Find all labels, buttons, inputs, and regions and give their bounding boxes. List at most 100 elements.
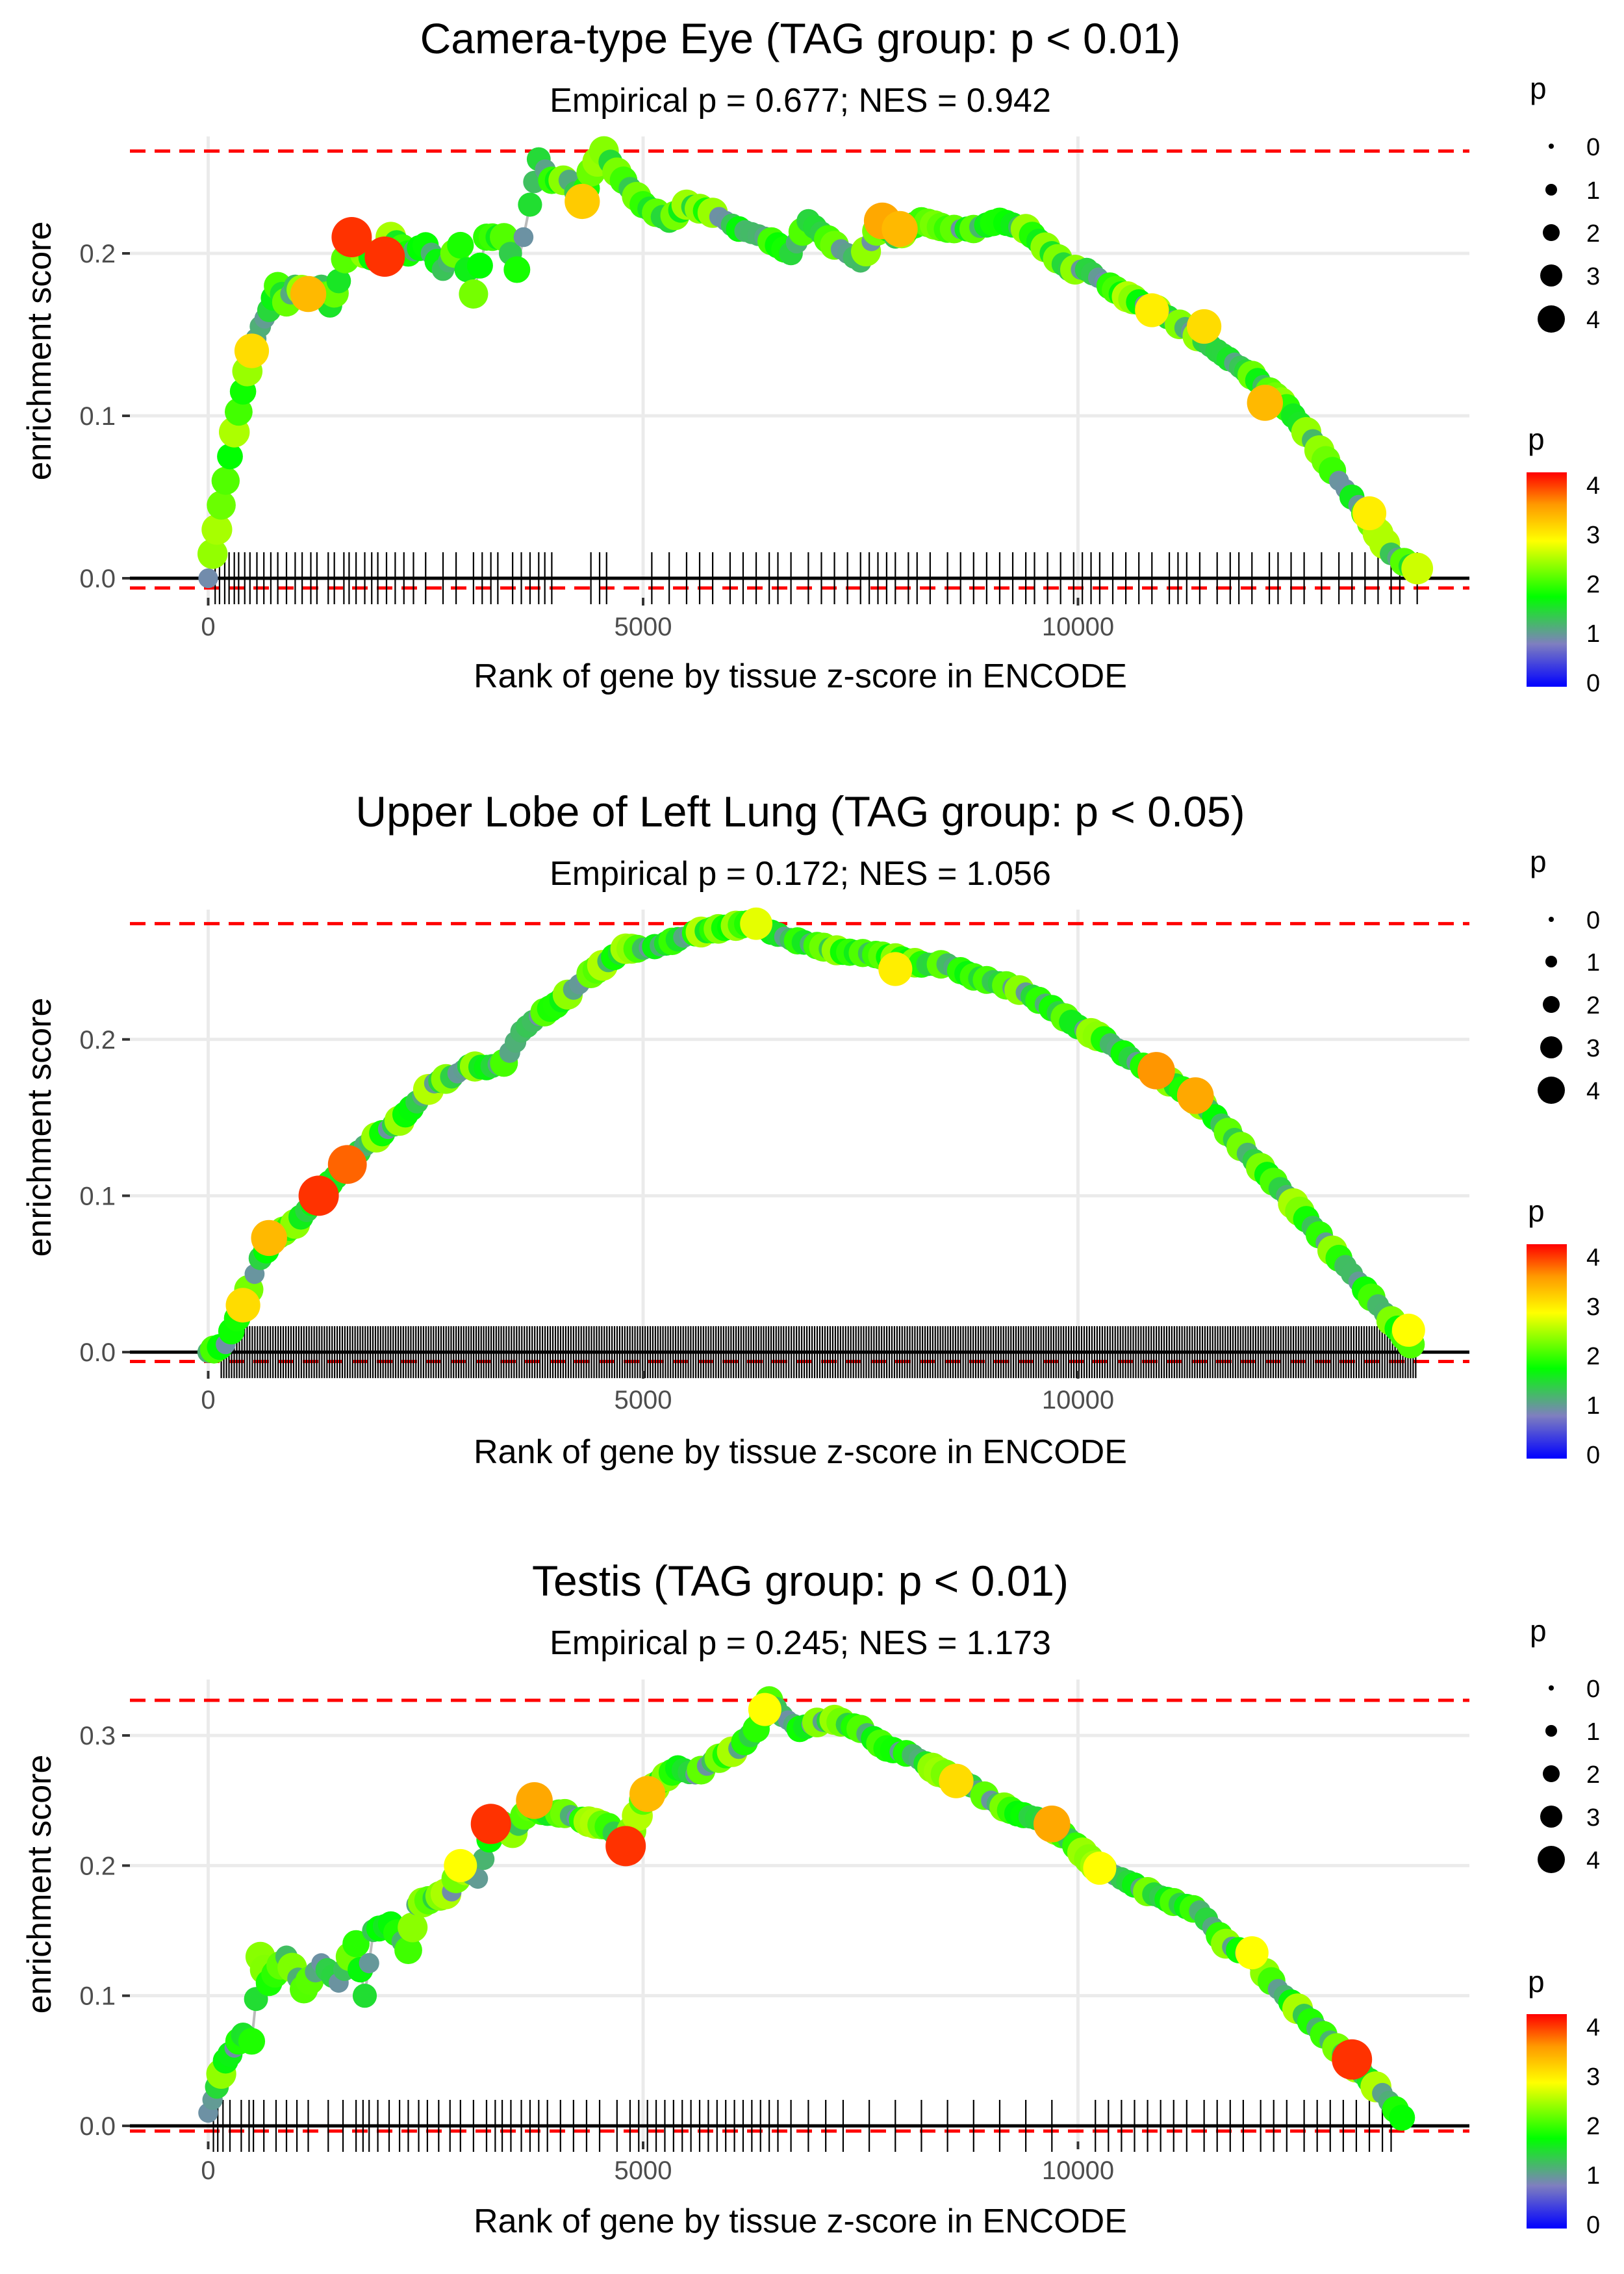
gene-point	[326, 268, 351, 294]
panel-1-color-legend: p 4 3 2 1 0	[1527, 422, 1600, 697]
y-tick-label: 0.1	[79, 402, 116, 431]
color-legend-label-1: 1	[1586, 2162, 1600, 2190]
panel-1-title: Camera-type Eye (TAG group: p < 0.01)	[420, 14, 1181, 62]
highlight-gene-point	[327, 1145, 367, 1184]
panel-2-y-axis-title: enrichment score	[21, 998, 58, 1257]
size-legend-dot-2	[1543, 224, 1560, 241]
panel-3-color-legend: p 4 3 2 1 0	[1527, 1965, 1600, 2239]
panel-2-x-axis-title: Rank of gene by tissue z-score in ENCODE	[474, 1433, 1127, 1471]
panel-3-x-axis-title: Rank of gene by tissue z-score in ENCODE	[474, 2203, 1127, 2240]
panel-2-size-legend: p 0 1 2 3 4	[1530, 845, 1600, 1105]
size-legend-dot-2	[1543, 996, 1560, 1013]
size-legend-label-4: 4	[1586, 1078, 1600, 1105]
panel-3-y-axis-title: enrichment score	[21, 1755, 58, 2014]
size-legend-label-4: 4	[1586, 307, 1600, 334]
highlight-gene-point	[1083, 1851, 1117, 1885]
highlight-gene-point	[1401, 552, 1434, 585]
size-legend-title: p	[1530, 71, 1547, 105]
gene-point	[513, 227, 534, 248]
highlight-gene-point	[878, 952, 913, 986]
color-legend-title: p	[1528, 1965, 1545, 1999]
panel-2-title: Upper Lobe of Left Lung (TAG group: p < …	[355, 787, 1245, 836]
y-tick-label: 0.2	[79, 240, 116, 268]
gene-point	[466, 252, 493, 279]
size-legend-label-0: 0	[1586, 1676, 1600, 1703]
x-tick-label: 10000	[1042, 613, 1114, 641]
gene-point	[394, 1936, 422, 1965]
size-legend-label-1: 1	[1586, 177, 1600, 205]
x-tick-label: 0	[201, 2156, 215, 2185]
gene-point	[359, 1953, 379, 1974]
gene-point	[352, 1984, 377, 2008]
highlight-gene-point	[1235, 1936, 1269, 1970]
highlight-gene-point	[234, 333, 270, 368]
panel-2-color-legend: p 4 3 2 1 0	[1527, 1194, 1600, 1469]
size-legend-label-3: 3	[1586, 1035, 1600, 1062]
highlight-gene-point	[748, 1693, 781, 1726]
size-legend-dot-0	[1549, 1685, 1554, 1691]
y-tick-label: 0.0	[79, 2112, 116, 2141]
color-legend-label-0: 0	[1586, 670, 1600, 697]
highlight-gene-point	[1176, 1077, 1214, 1114]
gene-point	[342, 1930, 370, 1958]
color-legend-label-0: 0	[1586, 2212, 1600, 2239]
y-tick-label: 0.2	[79, 1852, 116, 1880]
gene-point	[503, 256, 531, 283]
color-legend-label-4: 4	[1586, 2014, 1600, 2041]
size-legend-dot-1	[1545, 184, 1557, 196]
panel-3-subtitle: Empirical p = 0.245; NES = 1.173	[550, 1624, 1051, 1662]
color-legend-title: p	[1528, 1194, 1545, 1228]
color-legend-label-3: 3	[1586, 1294, 1600, 1321]
highlight-gene-point	[1352, 496, 1387, 531]
gene-point	[201, 514, 233, 545]
highlight-gene-point	[1247, 385, 1284, 421]
highlight-gene-point	[225, 1288, 260, 1323]
highlight-gene-point	[516, 1782, 553, 1819]
color-legend-label-0: 0	[1586, 1442, 1600, 1469]
highlight-gene-point	[444, 1848, 477, 1882]
y-tick-label: 0.0	[79, 1338, 116, 1367]
highlight-gene-point	[1187, 309, 1222, 344]
color-legend-label-4: 4	[1586, 1244, 1600, 1271]
y-tick-label: 0.1	[79, 1182, 116, 1210]
gene-point	[518, 192, 542, 217]
color-legend-label-3: 3	[1586, 522, 1600, 549]
panel-1: Camera-type Eye (TAG group: p < 0.01) Em…	[21, 14, 1600, 697]
gene-point	[459, 279, 488, 309]
size-legend-label-0: 0	[1586, 907, 1600, 934]
y-tick-label: 0.1	[79, 1982, 116, 2011]
panel-1-x-axis-title: Rank of gene by tissue z-score in ENCODE	[474, 658, 1127, 695]
size-legend-dot-4	[1538, 1846, 1565, 1873]
color-legend-bar	[1527, 1244, 1567, 1459]
size-legend-dot-3	[1540, 264, 1562, 287]
panel-1-subtitle: Empirical p = 0.677; NES = 0.942	[550, 82, 1051, 120]
size-legend-title: p	[1530, 1614, 1547, 1648]
highlight-gene-point	[939, 1763, 974, 1798]
highlight-gene-point	[470, 1804, 511, 1845]
size-legend-label-2: 2	[1586, 992, 1600, 1019]
size-legend-dot-3	[1540, 1806, 1562, 1828]
color-legend-label-2: 2	[1586, 2113, 1600, 2140]
gene-point	[217, 443, 243, 470]
x-tick-label: 5000	[614, 613, 672, 641]
size-legend-label-3: 3	[1586, 1804, 1600, 1832]
x-tick-label: 10000	[1042, 1386, 1114, 1414]
size-legend-dot-0	[1549, 917, 1554, 922]
size-legend-title: p	[1530, 845, 1547, 878]
panel-3: Testis (TAG group: p < 0.01) Empirical p…	[21, 1557, 1600, 2240]
color-legend-title: p	[1528, 422, 1545, 456]
size-legend-label-1: 1	[1586, 949, 1600, 977]
x-tick-label: 10000	[1042, 2156, 1114, 2185]
size-legend-label-1: 1	[1586, 1718, 1600, 1746]
size-legend-dot-4	[1538, 1077, 1565, 1104]
gene-point	[447, 231, 474, 259]
highlight-gene-point	[298, 1175, 339, 1216]
highlight-gene-point	[1332, 2039, 1373, 2080]
highlight-gene-point	[1034, 1806, 1071, 1843]
highlight-gene-point	[605, 1826, 646, 1867]
panel-1-size-legend: p 0 1 2 3 4	[1530, 71, 1600, 334]
y-tick-label: 0.3	[79, 1722, 116, 1750]
size-legend-dot-0	[1549, 144, 1554, 149]
panel-3-plot: 0 5000 10000 0.0 0.1 0.2 0.3	[79, 1680, 1469, 2185]
size-legend-dot-1	[1545, 956, 1557, 967]
